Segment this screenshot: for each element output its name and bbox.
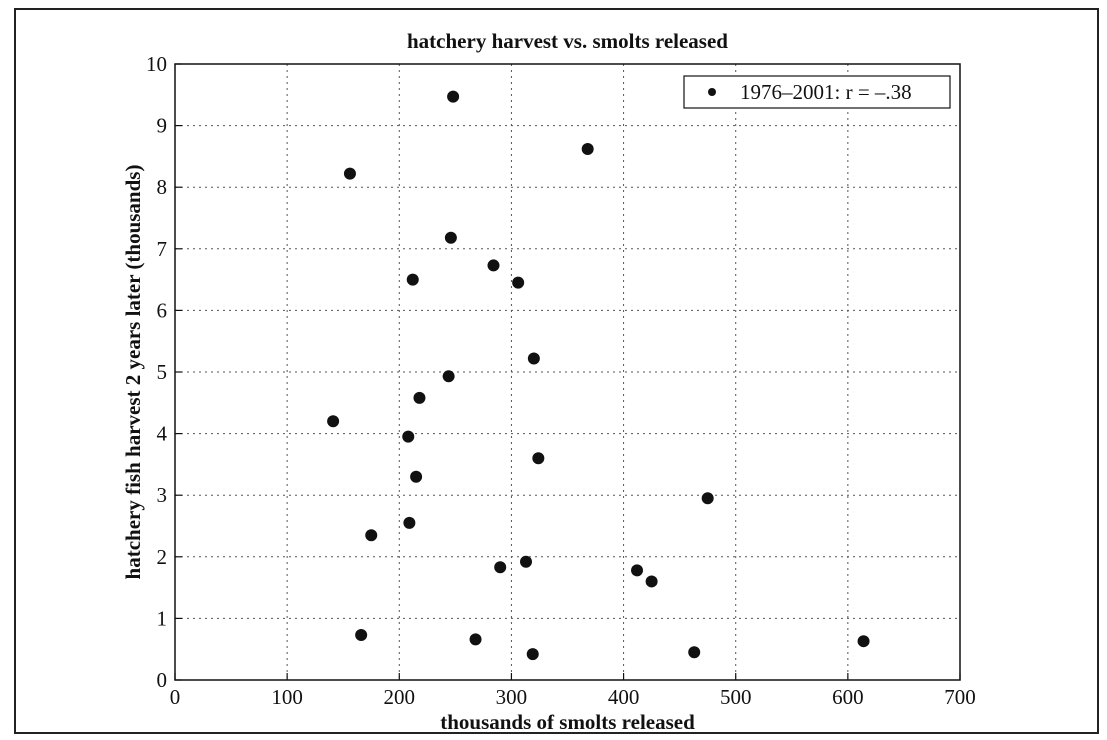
data-point: [688, 646, 701, 659]
x-tick-label: 600: [832, 685, 864, 709]
data-point: [469, 633, 482, 646]
data-point: [645, 575, 658, 588]
y-tick-label: 8: [157, 175, 168, 199]
data-point: [487, 259, 500, 272]
data-point: [857, 635, 870, 648]
data-points: [327, 90, 870, 661]
chart-figure: 0 100 200 300 400 500 600 700 0 1 2 3 4 5 6 7 8 9 10 hatch…: [14, 8, 1099, 734]
legend-entry: 1976–2001: r = –.38: [740, 80, 912, 104]
x-tick-label: 700: [944, 685, 976, 709]
y-tick-label: 0: [157, 668, 168, 692]
data-point: [327, 415, 340, 428]
data-point: [527, 352, 540, 365]
data-point: [355, 629, 368, 642]
legend-box: [683, 75, 951, 109]
y-tick-label: 4: [157, 422, 168, 446]
legend-marker: [708, 88, 716, 96]
legend: 1976–2001: r = –.38: [683, 75, 951, 109]
data-point: [512, 276, 525, 289]
data-point: [403, 516, 416, 529]
x-tick-label: 0: [170, 685, 181, 709]
data-point: [410, 470, 423, 483]
y-tick-label: 5: [157, 360, 168, 384]
chart-title: hatchery harvest vs. smolts released: [407, 29, 728, 53]
data-point: [402, 430, 415, 443]
data-point: [494, 561, 507, 574]
data-point: [532, 452, 545, 465]
data-point: [365, 529, 378, 542]
y-tick-label: 3: [157, 483, 168, 507]
y-tick-label: 1: [157, 606, 168, 630]
x-tick-label: 300: [496, 685, 528, 709]
grid-lines: [175, 64, 960, 680]
data-point: [343, 167, 356, 180]
data-point: [413, 391, 426, 404]
x-tick-label: 500: [720, 685, 752, 709]
x-tick-label: 100: [271, 685, 303, 709]
y-tick-label: 10: [146, 52, 167, 76]
data-point: [631, 564, 644, 577]
x-tick-label: 400: [608, 685, 640, 709]
data-point: [701, 492, 714, 505]
axis-ticks: 0 100 200 300 400 500 600 700 0 1 2 3 4 5 6 7 8 9 10: [146, 52, 976, 709]
y-tick-label: 7: [157, 237, 168, 261]
y-tick-label: 9: [157, 114, 168, 138]
x-axis-label: thousands of smolts released: [440, 710, 695, 734]
data-point: [442, 370, 455, 383]
data-point: [526, 648, 539, 661]
x-tick-label: 200: [384, 685, 416, 709]
data-point: [520, 555, 533, 568]
data-point: [581, 143, 594, 156]
y-tick-label: 6: [157, 298, 168, 322]
data-point: [447, 90, 460, 103]
scatter-chart: 0 100 200 300 400 500 600 700 0 1 2 3 4 5 6 7 8 9 10 hatch…: [121, 29, 976, 734]
y-tick-label: 2: [157, 545, 168, 569]
data-point: [444, 231, 457, 244]
y-axis-label: hatchery fish harvest 2 years later (tho…: [121, 165, 145, 580]
data-point: [406, 273, 419, 286]
